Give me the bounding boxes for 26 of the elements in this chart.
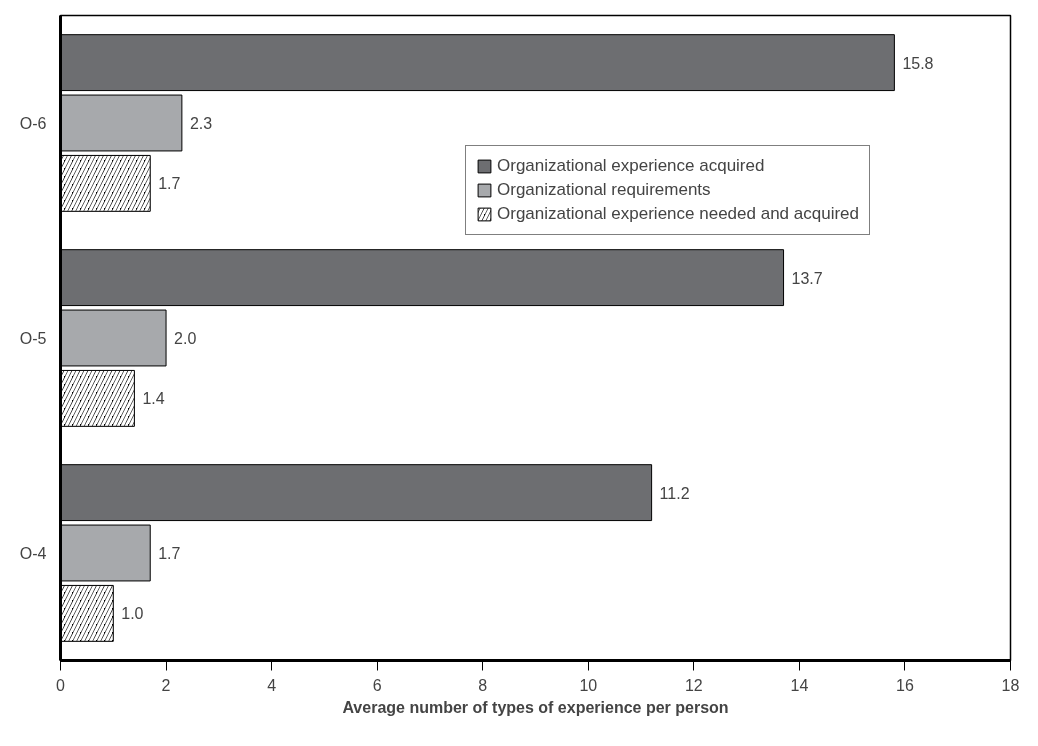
data-label: 1.0 [121,605,144,623]
x-tick-label: 0 [56,676,66,694]
data-label: 15.8 [902,54,934,72]
data-label: 1.7 [158,175,181,193]
x-tick-label: 6 [372,676,382,694]
data-label: 13.7 [791,269,823,287]
x-tick-label: 10 [579,676,598,694]
x-tick-label: 16 [896,676,914,694]
x-tick-label: 14 [790,676,809,694]
legend-label: Organizational experience acquired [497,156,765,176]
x-tick-label: 4 [267,676,277,694]
x-tick-label: 2 [161,676,171,694]
data-label: 1.4 [142,390,165,408]
data-label: 1.7 [158,545,181,562]
legend-label: Organizational experience needed and acquired [497,204,859,224]
x-tick-label: 8 [478,676,488,694]
y-tick-label: O-6 [19,114,47,132]
x-axis-title: Average number of types of experience per person [342,698,729,716]
y-tick-label: O-4 [19,544,47,562]
legend-label: Organizational requirements [497,180,711,200]
x-tick-label: 12 [684,676,703,694]
x-tick-label: 18 [1001,676,1020,694]
data-label: 11.2 [659,484,690,502]
y-tick-label: O-5 [19,329,47,347]
data-label: 2.0 [174,330,197,347]
data-label: 2.3 [189,115,213,132]
